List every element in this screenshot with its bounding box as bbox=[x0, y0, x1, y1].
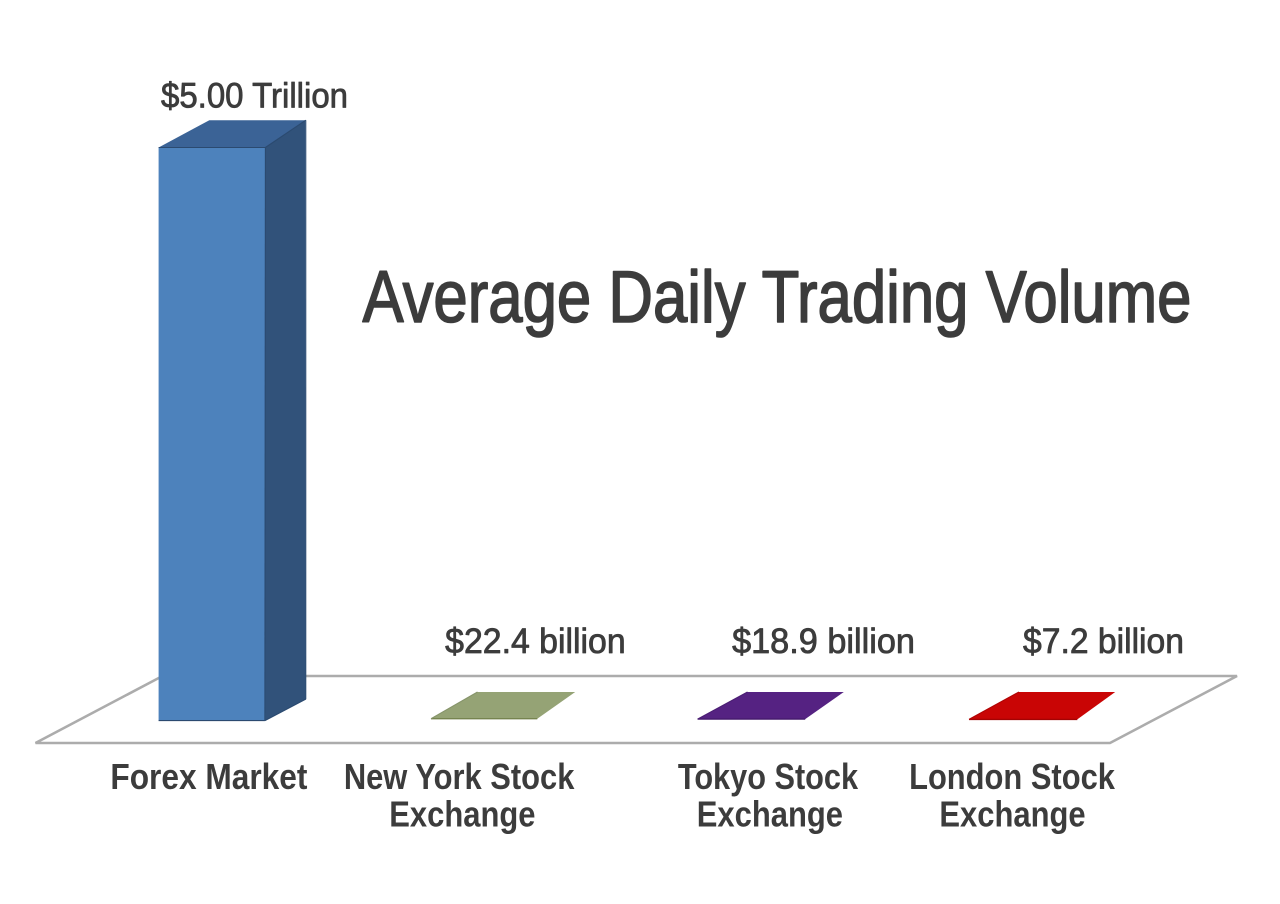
svg-text:Exchange: Exchange bbox=[939, 796, 1085, 836]
svg-text:$18.9 billion: $18.9 billion bbox=[732, 623, 915, 661]
svg-text:Forex Market: Forex Market bbox=[110, 757, 307, 797]
svg-text:New York Stock: New York Stock bbox=[344, 758, 575, 798]
svg-text:Exchange: Exchange bbox=[697, 796, 843, 836]
svg-text:$5.00 Trillion: $5.00 Trillion bbox=[161, 77, 348, 116]
svg-text:Exchange: Exchange bbox=[389, 796, 535, 836]
svg-text:London Stock: London Stock bbox=[909, 758, 1115, 798]
svg-text:Tokyo Stock: Tokyo Stock bbox=[678, 758, 859, 798]
svg-text:$22.4 billion: $22.4 billion bbox=[445, 623, 626, 662]
svg-text:Average Daily Trading Volume: Average Daily Trading Volume bbox=[363, 257, 1192, 338]
svg-text:$7.2 billion: $7.2 billion bbox=[1023, 623, 1184, 662]
